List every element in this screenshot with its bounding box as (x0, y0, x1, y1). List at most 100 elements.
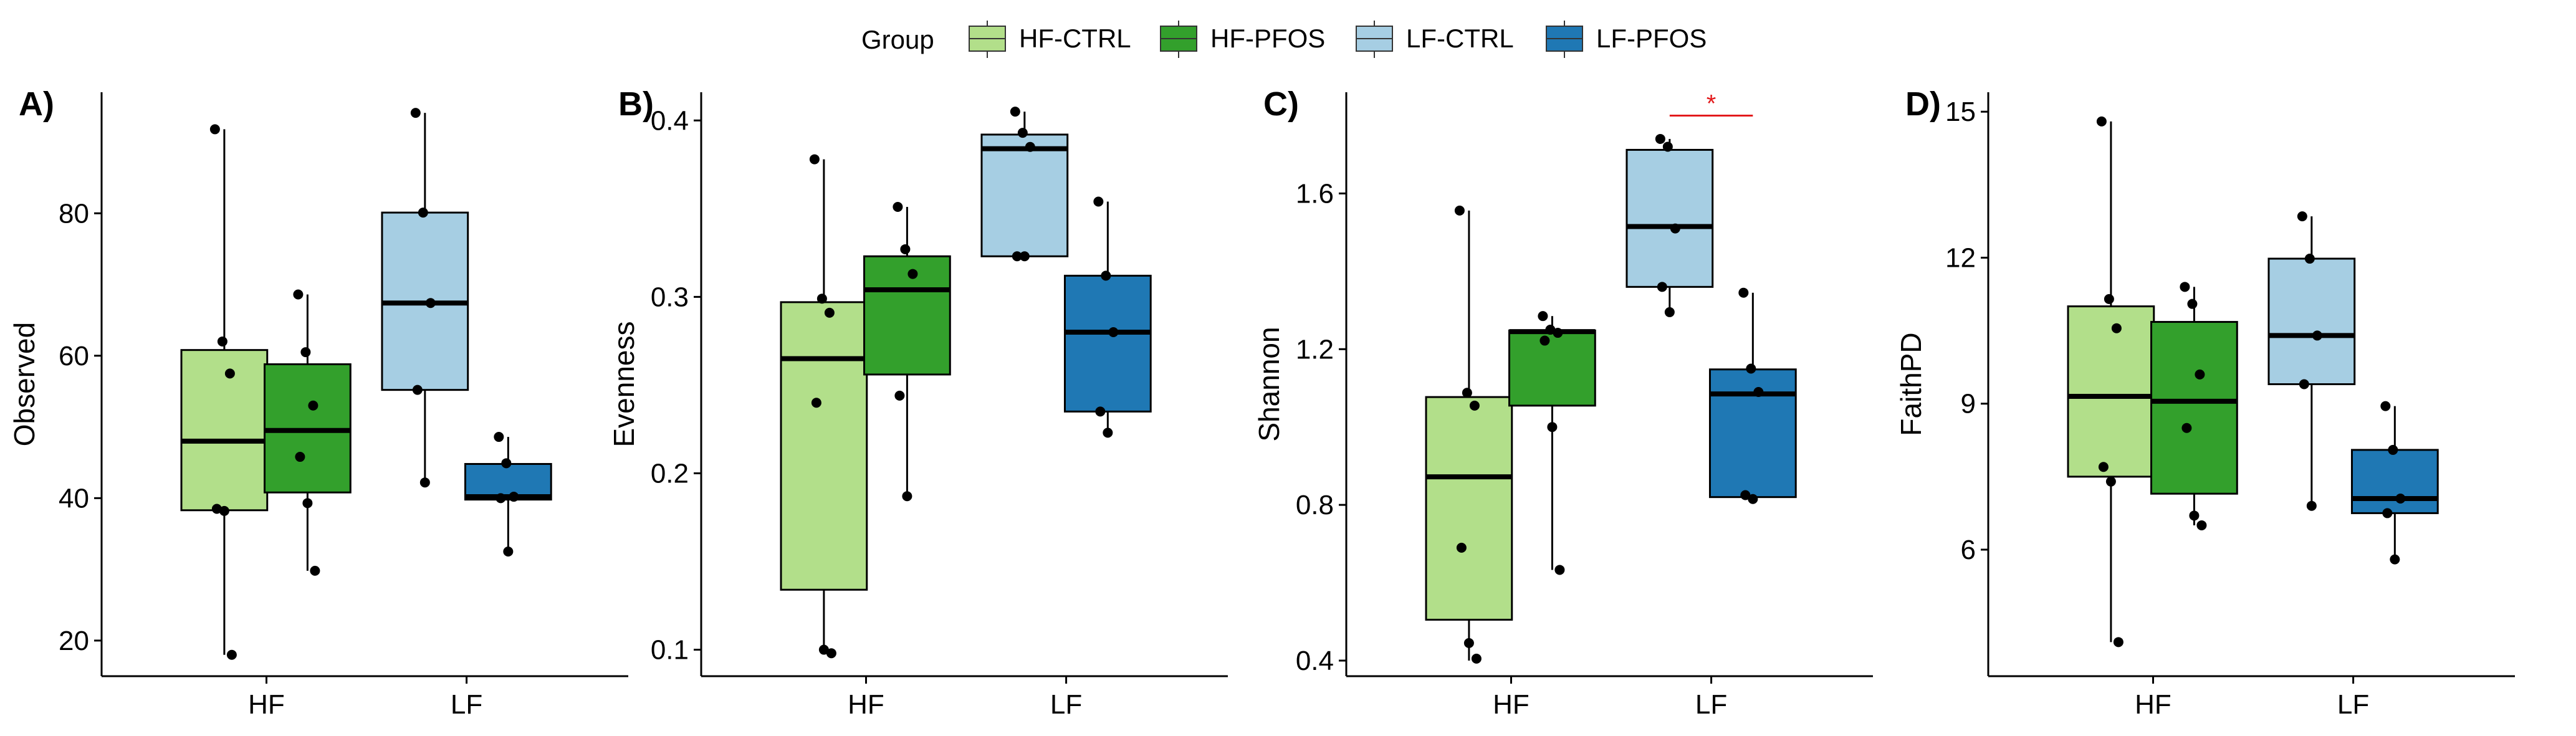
legend-label: HF-CTRL (1019, 24, 1131, 53)
box-body (464, 462, 552, 501)
data-point (1670, 223, 1680, 234)
x-tick-label: LF (451, 689, 482, 720)
data-point (226, 649, 237, 660)
box-body (1063, 274, 1152, 413)
data-point (2395, 493, 2406, 504)
data-point (2096, 116, 2107, 127)
y-tick-label: 1.2 (1296, 334, 1334, 365)
box-hf-pfos (2150, 282, 2238, 530)
data-point (1748, 494, 1758, 504)
data-point (211, 504, 222, 514)
box-body (2350, 449, 2439, 514)
data-point (2098, 462, 2109, 472)
data-point (2297, 211, 2307, 222)
legend-label: LF-CTRL (1406, 24, 1514, 53)
y-tick-label: 1.6 (1296, 178, 1334, 209)
panel-label: A) (19, 85, 54, 123)
x-tick-label: LF (1695, 689, 1727, 720)
panel-c: C) Shannon 0.4 0.8 1.2 1.6 HF LF * (1253, 85, 1873, 720)
data-point (1471, 653, 1482, 664)
box-body (1708, 368, 1797, 499)
box-body (2267, 257, 2356, 386)
box-lf-pfos (1063, 196, 1152, 438)
y-tick-label: 40 (59, 483, 89, 514)
data-point (2189, 510, 2200, 521)
box-body (2067, 305, 2155, 478)
data-point (2195, 369, 2205, 380)
panel-a: A) Observed 20 40 60 80 HF LF (8, 85, 628, 720)
box-body (980, 133, 1069, 257)
data-point (1545, 325, 1556, 335)
data-point (1469, 400, 1480, 411)
y-tick-label: 0.8 (1296, 490, 1334, 520)
y-tick-label: 60 (59, 341, 89, 371)
data-point (2187, 299, 2198, 309)
data-point (217, 336, 227, 346)
box-lf-ctrl (381, 108, 469, 488)
data-point (826, 648, 836, 659)
data-point (1101, 270, 1111, 281)
data-point (1463, 638, 1474, 648)
data-point (2312, 330, 2322, 341)
data-point (1093, 196, 1104, 207)
data-point (1019, 251, 1030, 262)
box-lf-pfos (464, 432, 552, 557)
data-point (2390, 554, 2400, 565)
data-point (1753, 386, 1764, 397)
data-point (2111, 323, 2122, 333)
y-axis-title: Evenness (608, 321, 640, 447)
legend-label: HF-PFOS (1210, 24, 1325, 53)
data-point (419, 477, 430, 488)
data-point (308, 400, 318, 411)
data-point (2380, 401, 2391, 411)
box-hf-ctrl (2067, 116, 2155, 648)
box-lf-pfos (1708, 287, 1797, 504)
data-point (1655, 133, 1665, 144)
data-point (1740, 490, 1751, 500)
data-point (900, 244, 911, 254)
data-point (1462, 388, 1472, 398)
data-point (1553, 328, 1563, 338)
y-tick-label: 0.4 (651, 105, 689, 136)
data-point (300, 347, 311, 358)
data-point (1025, 141, 1035, 152)
data-point (412, 385, 423, 395)
data-point (494, 432, 504, 442)
x-tick-label: HF (248, 689, 285, 720)
data-point (1103, 428, 1113, 438)
data-point (209, 124, 220, 135)
y-tick-label: 9 (1961, 389, 1976, 419)
box-lf-ctrl (1626, 133, 1714, 317)
x-tick-label: HF (848, 689, 884, 720)
box-body (180, 349, 269, 512)
data-point (1017, 128, 1028, 138)
data-point (310, 565, 320, 576)
x-tick-label: HF (2135, 689, 2171, 720)
data-point (1010, 107, 1020, 117)
legend-label: LF-PFOS (1596, 24, 1707, 53)
data-point (824, 307, 835, 318)
y-axis-title: FaithPD (1895, 332, 1927, 436)
data-point (1547, 422, 1558, 433)
panel-label: D) (1905, 85, 1941, 123)
panel-label: B) (618, 85, 654, 123)
y-axis-title: Observed (8, 322, 41, 446)
data-point (1456, 542, 1467, 553)
box-lf-ctrl (980, 107, 1069, 262)
y-tick-label: 12 (1945, 242, 1976, 273)
y-tick-label: 80 (59, 198, 89, 229)
box-hf-ctrl (180, 124, 269, 660)
legend-item: HF-CTRL (969, 21, 1131, 58)
data-point (410, 108, 421, 118)
box-hf-pfos (863, 202, 951, 502)
data-point (816, 294, 827, 304)
legend: Group HF-CTRL HF-PFOS LF-CTRL LF-PFOS (861, 21, 1707, 58)
data-point (894, 390, 905, 401)
data-point (1554, 565, 1565, 575)
data-point (295, 452, 305, 462)
legend-item: LF-PFOS (1546, 21, 1707, 58)
data-point (1454, 205, 1465, 216)
data-point (2196, 520, 2207, 530)
x-tick-label: LF (2337, 689, 2369, 720)
x-tick-label: LF (1050, 689, 1082, 720)
